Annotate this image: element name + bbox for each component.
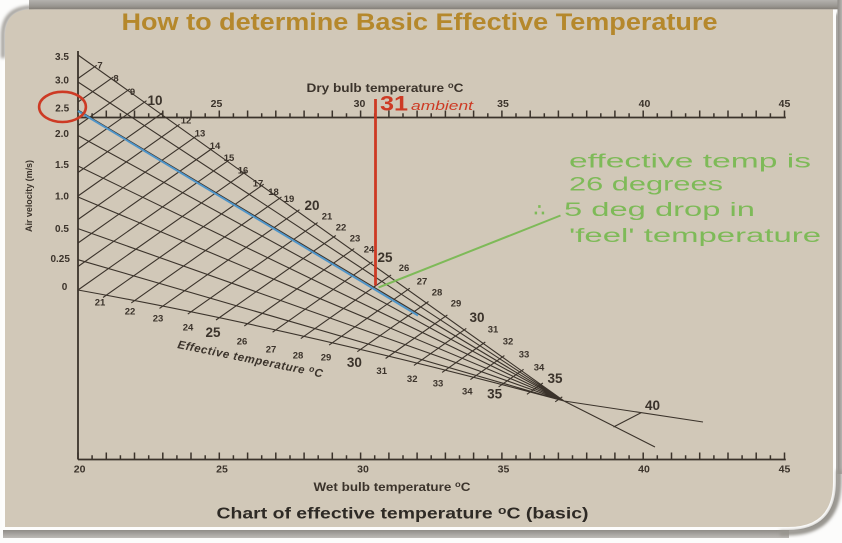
svg-text:33: 33 [519, 349, 530, 360]
svg-text:35: 35 [498, 464, 510, 476]
svg-text:30: 30 [354, 98, 366, 110]
svg-text:12: 12 [181, 115, 192, 126]
svg-text:25: 25 [211, 98, 223, 110]
svg-text:31: 31 [376, 366, 387, 377]
svg-text:35: 35 [487, 386, 503, 401]
svg-text:10: 10 [147, 93, 162, 108]
svg-text:15: 15 [224, 153, 235, 164]
svg-text:∴: ∴ [534, 201, 545, 220]
svg-text:35: 35 [497, 98, 509, 110]
svg-text:5 deg drop in: 5 deg drop in [564, 200, 755, 221]
svg-text:33: 33 [433, 378, 444, 389]
svg-text:22: 22 [125, 306, 136, 317]
svg-text:30: 30 [357, 464, 369, 476]
svg-text:1.0: 1.0 [55, 191, 69, 202]
svg-text:effective temp is: effective temp is [569, 152, 811, 173]
svg-text:3.5: 3.5 [55, 52, 69, 63]
svg-text:40: 40 [638, 464, 650, 476]
svg-text:27: 27 [417, 276, 428, 287]
svg-text:30: 30 [469, 310, 484, 325]
svg-text:45: 45 [779, 464, 791, 476]
svg-text:26 degrees: 26 degrees [569, 175, 723, 196]
svg-text:3.0: 3.0 [55, 76, 69, 87]
svg-text:21: 21 [95, 297, 106, 308]
svg-text:9: 9 [130, 87, 135, 98]
svg-text:19: 19 [284, 194, 295, 205]
svg-text:16: 16 [238, 165, 249, 176]
svg-text:'feel' temperature: 'feel' temperature [569, 226, 821, 247]
svg-text:28: 28 [432, 287, 443, 298]
svg-text:29: 29 [451, 298, 462, 309]
svg-text:31: 31 [488, 324, 499, 335]
svg-text:13: 13 [195, 128, 206, 139]
svg-text:0.25: 0.25 [50, 254, 70, 265]
svg-text:28: 28 [293, 350, 304, 361]
svg-text:32: 32 [503, 336, 514, 347]
svg-text:30: 30 [347, 355, 362, 370]
svg-text:14: 14 [210, 141, 221, 152]
svg-text:34: 34 [534, 362, 545, 373]
svg-text:20: 20 [304, 198, 319, 213]
svg-text:0: 0 [62, 282, 68, 293]
svg-text:45: 45 [779, 98, 791, 110]
svg-text:26: 26 [237, 336, 248, 347]
svg-text:17: 17 [253, 178, 264, 189]
svg-text:8: 8 [113, 73, 118, 84]
svg-text:20: 20 [74, 464, 86, 476]
svg-text:22: 22 [336, 222, 347, 233]
svg-text:27: 27 [266, 344, 277, 355]
svg-text:40: 40 [645, 398, 660, 413]
svg-text:25: 25 [205, 325, 221, 340]
svg-text:25: 25 [216, 464, 228, 476]
svg-text:32: 32 [407, 374, 418, 385]
svg-text:0.5: 0.5 [55, 224, 69, 235]
svg-text:25: 25 [377, 250, 393, 265]
svg-text:23: 23 [153, 313, 164, 324]
svg-text:24: 24 [183, 322, 194, 333]
svg-text:2.0: 2.0 [55, 129, 69, 140]
svg-text:Air velocity (m/s): Air velocity (m/s) [24, 160, 35, 232]
svg-text:24: 24 [364, 244, 375, 255]
svg-text:ambient: ambient [411, 99, 474, 113]
svg-text:18: 18 [268, 187, 279, 198]
svg-text:How to determine Basic Effecti: How to determine Basic Effective Tempera… [122, 9, 718, 36]
svg-text:1.5: 1.5 [55, 160, 69, 171]
svg-text:Wet bulb temperature oC: Wet bulb temperature oC [314, 480, 471, 494]
svg-text:7: 7 [97, 60, 102, 71]
svg-text:40: 40 [639, 98, 651, 110]
svg-text:31: 31 [380, 93, 408, 116]
svg-text:21: 21 [322, 211, 333, 222]
svg-text:34: 34 [462, 386, 473, 397]
svg-text:Chart of effective temperature: Chart of effective temperature oC (basic… [217, 505, 589, 523]
svg-text:35: 35 [547, 371, 563, 386]
svg-text:23: 23 [350, 233, 361, 244]
svg-text:2.5: 2.5 [55, 103, 69, 114]
svg-text:26: 26 [399, 263, 410, 274]
svg-text:29: 29 [321, 352, 332, 363]
